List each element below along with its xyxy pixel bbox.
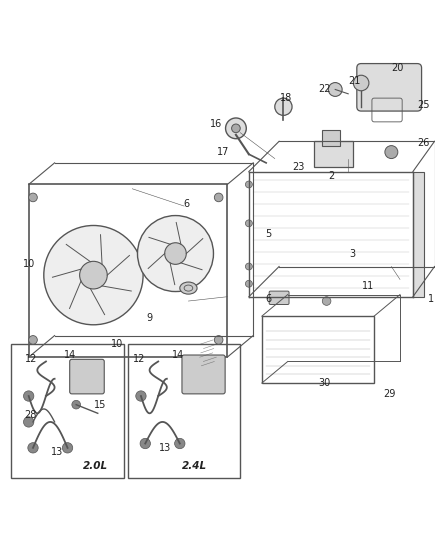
Bar [322, 131, 339, 146]
Circle shape [44, 225, 143, 325]
Text: 26: 26 [417, 139, 430, 149]
Circle shape [353, 75, 369, 91]
Text: 16: 16 [210, 119, 223, 129]
Bar [314, 141, 353, 167]
Text: 28: 28 [25, 410, 37, 421]
Circle shape [28, 336, 37, 344]
Circle shape [245, 280, 252, 287]
Text: 21: 21 [349, 76, 361, 86]
Circle shape [24, 417, 34, 427]
Text: 29: 29 [383, 389, 396, 399]
Text: 1: 1 [428, 294, 434, 304]
Circle shape [72, 400, 81, 409]
Bar [11, 344, 124, 478]
Text: 23: 23 [292, 162, 305, 172]
Circle shape [245, 263, 252, 270]
Circle shape [138, 215, 213, 292]
Ellipse shape [180, 282, 197, 294]
Circle shape [245, 181, 252, 188]
Circle shape [175, 438, 185, 449]
Text: 10: 10 [23, 260, 35, 269]
Text: 30: 30 [318, 378, 331, 388]
Circle shape [28, 193, 37, 201]
Text: 22: 22 [318, 84, 331, 94]
Text: 13: 13 [51, 447, 63, 457]
FancyBboxPatch shape [182, 355, 225, 394]
Text: 9: 9 [147, 313, 152, 324]
Text: 6: 6 [183, 199, 189, 209]
Circle shape [214, 193, 223, 201]
Text: 17: 17 [217, 147, 229, 157]
Circle shape [232, 124, 240, 133]
Text: 10: 10 [111, 339, 124, 349]
Text: 18: 18 [279, 93, 292, 103]
Circle shape [226, 118, 246, 139]
Bar [28, 184, 227, 357]
Text: 12: 12 [25, 354, 37, 365]
Circle shape [385, 146, 398, 158]
Circle shape [322, 297, 331, 305]
Text: 2.0L: 2.0L [83, 462, 108, 471]
Circle shape [275, 98, 292, 115]
Text: 2.4L: 2.4L [182, 462, 208, 471]
Text: 20: 20 [392, 63, 404, 73]
Text: 14: 14 [64, 350, 76, 360]
Circle shape [140, 438, 150, 449]
Text: 25: 25 [417, 100, 430, 110]
Bar [128, 344, 240, 478]
Circle shape [24, 391, 34, 401]
Text: 12: 12 [133, 354, 145, 365]
Circle shape [80, 261, 107, 289]
Bar [262, 316, 374, 383]
FancyBboxPatch shape [269, 291, 289, 304]
Circle shape [214, 336, 223, 344]
Text: 13: 13 [159, 443, 171, 453]
Circle shape [136, 391, 146, 401]
Text: 15: 15 [94, 400, 106, 410]
Circle shape [245, 220, 252, 227]
Text: 11: 11 [361, 281, 374, 291]
FancyBboxPatch shape [70, 359, 104, 394]
Circle shape [165, 243, 186, 264]
Circle shape [328, 83, 342, 96]
Text: 6: 6 [265, 294, 272, 304]
Circle shape [62, 443, 73, 453]
Text: 3: 3 [350, 248, 356, 259]
Text: 5: 5 [265, 229, 272, 239]
Text: 2: 2 [328, 171, 334, 181]
Text: 14: 14 [172, 350, 184, 360]
Circle shape [28, 443, 38, 453]
FancyBboxPatch shape [357, 63, 422, 111]
Bar [413, 172, 424, 297]
